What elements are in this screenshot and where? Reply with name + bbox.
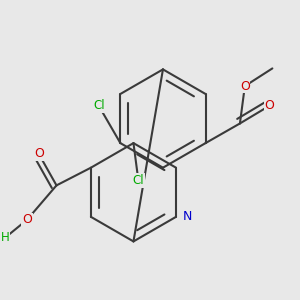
Text: O: O bbox=[240, 80, 250, 93]
Text: O: O bbox=[265, 99, 275, 112]
Text: O: O bbox=[34, 147, 44, 161]
Text: N: N bbox=[183, 210, 193, 223]
Text: Cl: Cl bbox=[93, 99, 105, 112]
Text: O: O bbox=[22, 213, 32, 226]
Text: H: H bbox=[1, 231, 10, 244]
Text: Cl: Cl bbox=[133, 174, 144, 187]
